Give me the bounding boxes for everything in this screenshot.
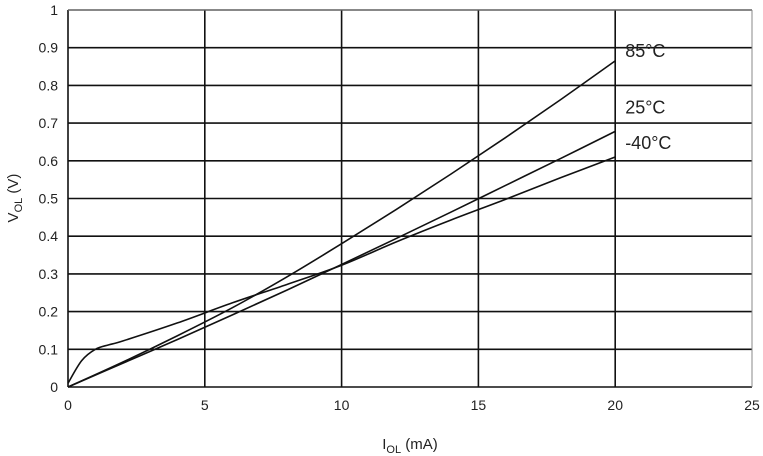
grid: [67, 9, 753, 388]
series-label: -40°C: [625, 133, 671, 153]
x-tick-label: 25: [744, 397, 760, 413]
y-tick-label: 0.4: [39, 228, 59, 244]
x-tick-label: 15: [471, 397, 487, 413]
y-tick-label: 0.8: [39, 77, 59, 93]
x-tick-label: 20: [607, 397, 623, 413]
series-label: 25°C: [625, 97, 665, 117]
y-tick-label: 1: [50, 2, 58, 18]
x-tick-label: 5: [201, 397, 209, 413]
y-tick-label: 0.9: [39, 40, 59, 56]
y-tick-label: 0.1: [39, 341, 59, 357]
series-line: [67, 60, 616, 388]
x-axis-title: IOL (mA): [382, 436, 438, 456]
series-line: [67, 156, 616, 384]
x-tick-label: 10: [334, 397, 350, 413]
y-tick-label: 0.6: [39, 153, 59, 169]
y-axis-title: VOL (V): [5, 174, 25, 223]
y-tick-label: 0.2: [39, 304, 59, 320]
x-tick-label: 0: [64, 397, 72, 413]
x-tick-labels: 0 5 10 15 20 25: [64, 397, 760, 413]
y-tick-label: 0.5: [39, 191, 59, 207]
y-tick-label: 0: [50, 379, 58, 395]
series-label: 85°C: [625, 41, 665, 61]
y-tick-labels: 0 0.1 0.2 0.3 0.4 0.5 0.6 0.7 0.8 0.9 1: [39, 2, 59, 395]
series-lines: [67, 60, 616, 388]
y-tick-label: 0.7: [39, 115, 59, 131]
y-tick-label: 0.3: [39, 266, 59, 282]
series-labels: 85°C 25°C -40°C: [625, 41, 671, 153]
